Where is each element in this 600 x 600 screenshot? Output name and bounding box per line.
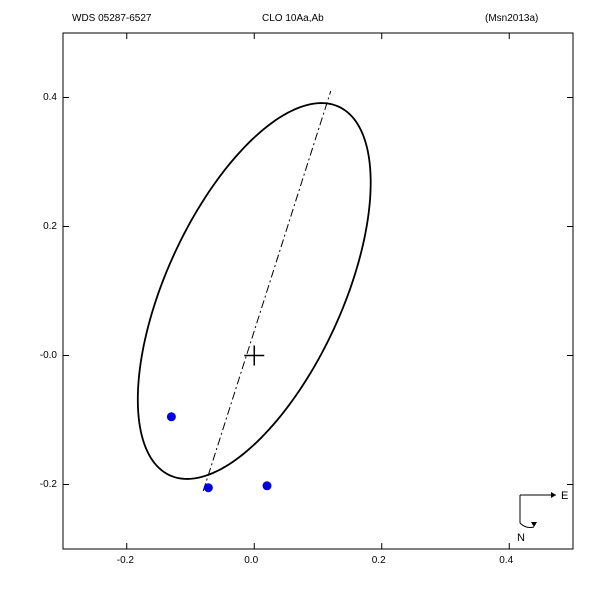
observation-point [263,481,272,490]
orbit-chart: EN [0,0,600,600]
title-center: CLO 10Aa,Ab [262,13,324,24]
compass-e-label: E [561,490,568,502]
title-right: (Msn2013a) [485,13,538,24]
x-tick-label: 0.2 [372,555,386,566]
orbit-ellipse [138,103,371,479]
y-tick-label: -0.2 [40,479,57,490]
compass: EN [517,490,568,544]
y-tick-label: 0.2 [43,221,57,232]
compass-n-label: N [517,532,525,544]
x-tick-label: 0.4 [499,555,513,566]
observation-point [167,412,176,421]
observation-point [204,483,213,492]
plot-border [63,33,573,549]
x-tick-label: -0.2 [117,555,134,566]
title-left: WDS 05287-6527 [72,13,152,24]
y-tick-label: 0.4 [43,92,57,103]
x-tick-label: 0.0 [244,555,258,566]
y-tick-label: -0.0 [40,350,57,361]
